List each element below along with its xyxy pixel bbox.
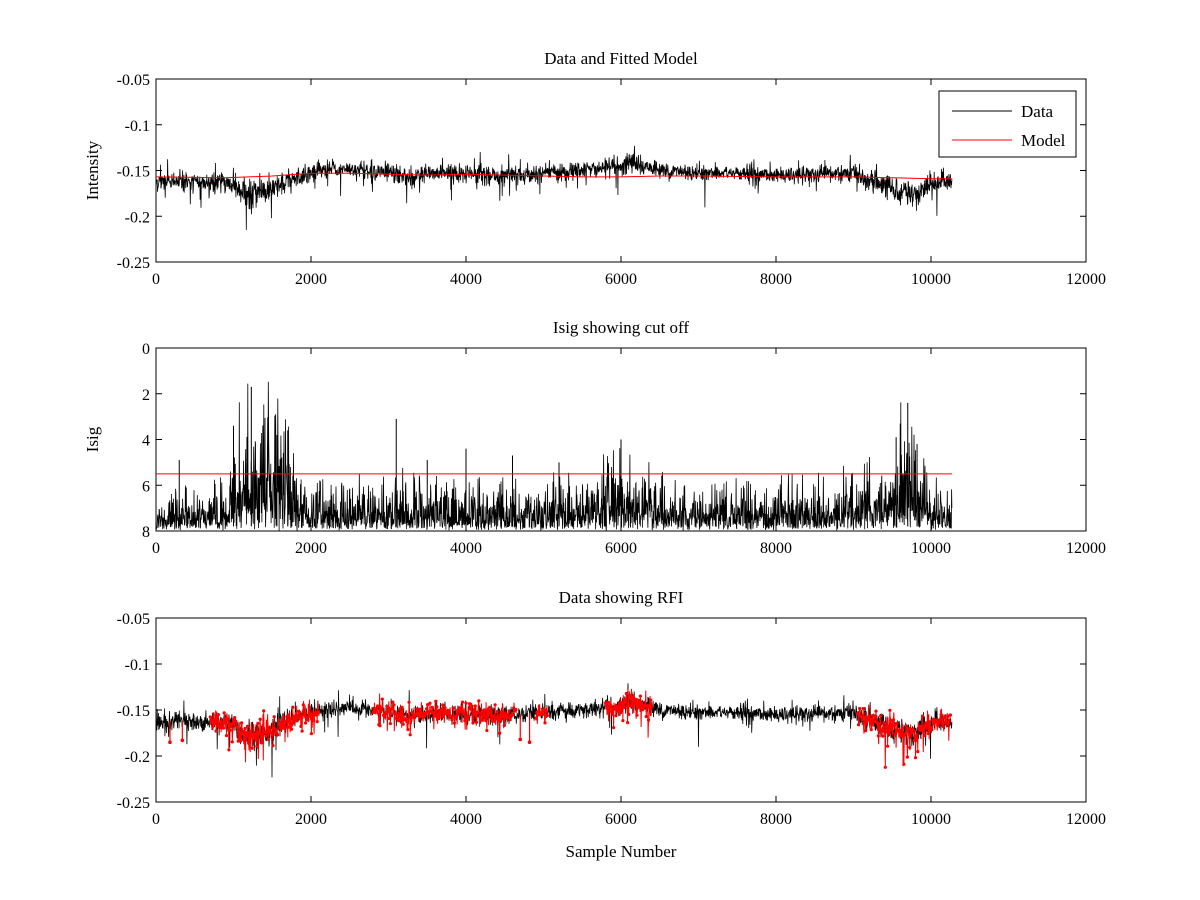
x-tick-label: 10000 xyxy=(911,811,951,828)
x-axis-label: Sample Number xyxy=(566,842,677,861)
x-tick-label: 2000 xyxy=(295,540,327,557)
x-tick-label: 4000 xyxy=(450,271,482,288)
rfi-segment-5 xyxy=(855,704,953,769)
chart-panel-2: 0 2000 4000 6000 8000 10000 12000 0 2 4 6 8 Isig sho… xyxy=(83,318,1106,557)
y-tick-label: 0 xyxy=(142,341,150,358)
series-line-data xyxy=(156,145,953,230)
rfi-spike-point-1 xyxy=(168,740,172,744)
rfi-segment-4 xyxy=(603,688,654,738)
y-tick-label: 2 xyxy=(142,387,150,404)
y-axis-label: Intensity xyxy=(83,140,102,200)
y-tick-label: -0.05 xyxy=(117,72,150,89)
x-tick-label: 10000 xyxy=(911,271,951,288)
series-line-model xyxy=(156,172,952,180)
rfi-spike-point-2 xyxy=(180,738,185,743)
x-tick-label: 12000 xyxy=(1066,271,1106,288)
chart-panel-1: 0 2000 4000 6000 8000 10000 12000 -0.05 -0.1 -0.1… xyxy=(83,49,1106,288)
y-tick-label: -0.2 xyxy=(125,209,150,226)
y-tick-label: -0.05 xyxy=(117,611,150,628)
y-tick-label: -0.25 xyxy=(117,795,150,812)
x-tick-label: 12000 xyxy=(1066,811,1106,828)
x-tick-label: 2000 xyxy=(295,811,327,828)
y-tick-label: -0.15 xyxy=(117,164,150,181)
x-tick-label: 6000 xyxy=(605,811,637,828)
y-tick-label: -0.1 xyxy=(125,118,150,135)
x-tick-label: 0 xyxy=(152,811,160,828)
x-tick-label: 0 xyxy=(152,271,160,288)
chart-panel-3: 0 2000 4000 6000 8000 10000 12000 -0.05 -0.1 -0.1… xyxy=(117,588,1106,861)
y-tick-label: -0.1 xyxy=(125,657,150,674)
legend-label-data: Data xyxy=(1021,102,1054,121)
chart-title: Isig showing cut off xyxy=(553,318,689,337)
x-tick-label: 4000 xyxy=(450,811,482,828)
y-tick-label: 4 xyxy=(142,433,150,450)
x-tick-label: 2000 xyxy=(295,271,327,288)
chart-title: Data showing RFI xyxy=(559,588,684,607)
x-tick-label: 8000 xyxy=(760,271,792,288)
plot-marks xyxy=(156,145,953,230)
x-tick-label: 8000 xyxy=(760,811,792,828)
x-tick-label: 10000 xyxy=(911,540,951,557)
y-tick-label: 8 xyxy=(142,524,150,541)
plot-marks xyxy=(156,683,953,778)
rfi-segment-3 xyxy=(534,704,550,725)
x-tick-label: 8000 xyxy=(760,540,792,557)
y-axis-label: Isig xyxy=(83,426,102,452)
legend: Data Model xyxy=(938,90,1077,158)
rfi-segment-1 xyxy=(208,699,320,763)
x-tick-label: 4000 xyxy=(450,540,482,557)
chart-title: Data and Fitted Model xyxy=(544,49,698,68)
rfi-segment-2 xyxy=(371,693,518,737)
y-tick-label: -0.2 xyxy=(125,749,150,766)
y-tick-label: 6 xyxy=(142,478,150,495)
x-tick-label: 6000 xyxy=(605,271,637,288)
rfi-spike-point-3 xyxy=(518,737,523,742)
series-line-isig xyxy=(156,381,953,531)
x-tick-label: 0 xyxy=(152,540,160,557)
x-tick-label: 6000 xyxy=(605,540,637,557)
y-tick-label: -0.15 xyxy=(117,703,150,720)
x-tick-label: 12000 xyxy=(1066,540,1106,557)
plot-marks xyxy=(156,381,953,531)
legend-label-model: Model xyxy=(1021,131,1066,150)
rfi-spike-point-4 xyxy=(527,740,532,744)
y-tick-label: -0.25 xyxy=(117,255,150,272)
